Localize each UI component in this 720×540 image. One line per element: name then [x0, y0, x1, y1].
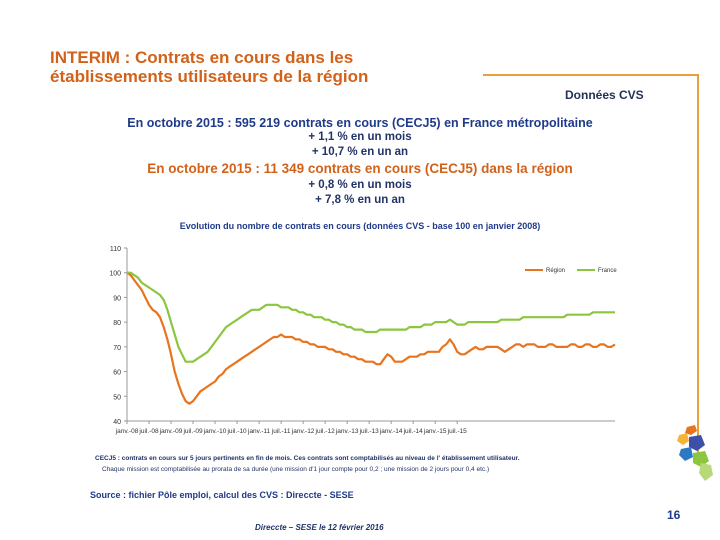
y-tick-label: 100	[109, 271, 121, 278]
y-tick-label: 70	[113, 345, 121, 352]
frame-top-line	[483, 74, 698, 76]
x-tick-label: janv.-13	[335, 428, 359, 435]
x-tick-label: juil.-12	[315, 428, 336, 435]
region-map-logo	[677, 425, 713, 481]
headline-region-year: + 7,8 % en un an	[315, 194, 405, 206]
x-tick-label: janv.-09	[159, 428, 183, 435]
x-tick-label: juil.-09	[182, 428, 203, 435]
x-tick-label: juil.-08	[138, 428, 159, 435]
x-tick-label: janv.-08	[115, 428, 139, 435]
chart-title: Evolution du nombre de contrats en cours…	[179, 221, 541, 231]
x-tick-label: janv.-10	[203, 428, 227, 435]
x-tick-label: janv.-14	[379, 428, 403, 435]
y-tick-label: 40	[113, 419, 121, 426]
x-tick-label: juil.-15	[447, 428, 468, 435]
headline-france-year: + 10,7 % en un an	[311, 146, 409, 158]
date-footer: Direccte – SESE le 12 février 2016	[255, 523, 384, 532]
source-note: Source : fichier Pôle emploi, calcul des…	[90, 490, 354, 500]
frame-right-line	[697, 74, 699, 454]
legend-label: France	[598, 268, 617, 274]
legend-label: Région	[546, 268, 565, 274]
x-tick-label: janv.-12	[291, 428, 315, 435]
y-tick-label: 60	[113, 370, 121, 377]
chart-legend: Région France	[525, 268, 617, 274]
series-line-france	[127, 271, 615, 363]
x-tick-label: juil.-11	[271, 428, 291, 435]
x-tick-label: juil.-10	[226, 428, 247, 435]
headline-region: En octobre 2015 : 11 349 contrats en cou…	[147, 161, 573, 176]
y-tick-label: 50	[113, 394, 121, 401]
x-tick-label: juil.-13	[359, 428, 380, 435]
headline-region-month: + 0,8 % en un mois	[308, 179, 412, 191]
page-title: INTERIM : Contrats en cours dans les éta…	[50, 48, 369, 86]
footnote-prorata: Chaque mission est comptabilisée au pror…	[102, 466, 490, 473]
y-tick-label: 110	[110, 246, 121, 253]
page-number: 16	[667, 508, 681, 522]
headline-france-month: + 1,1 % en un mois	[308, 131, 412, 143]
footnote-definition: CECJ5 : contrats en cours sur 5 jours pe…	[95, 455, 520, 462]
x-tick-label: janv.-11	[247, 428, 271, 435]
y-tick-label: 90	[113, 295, 121, 302]
x-tick-label: juil.-14	[403, 428, 424, 435]
series-line-région	[126, 271, 616, 405]
headline-france: En octobre 2015 : 595 219 contrats en co…	[127, 116, 593, 130]
x-tick-label: janv.-15	[423, 428, 447, 435]
cvs-badge: Données CVS	[565, 88, 644, 102]
y-tick-label: 80	[113, 320, 121, 327]
chart-series	[126, 271, 616, 405]
